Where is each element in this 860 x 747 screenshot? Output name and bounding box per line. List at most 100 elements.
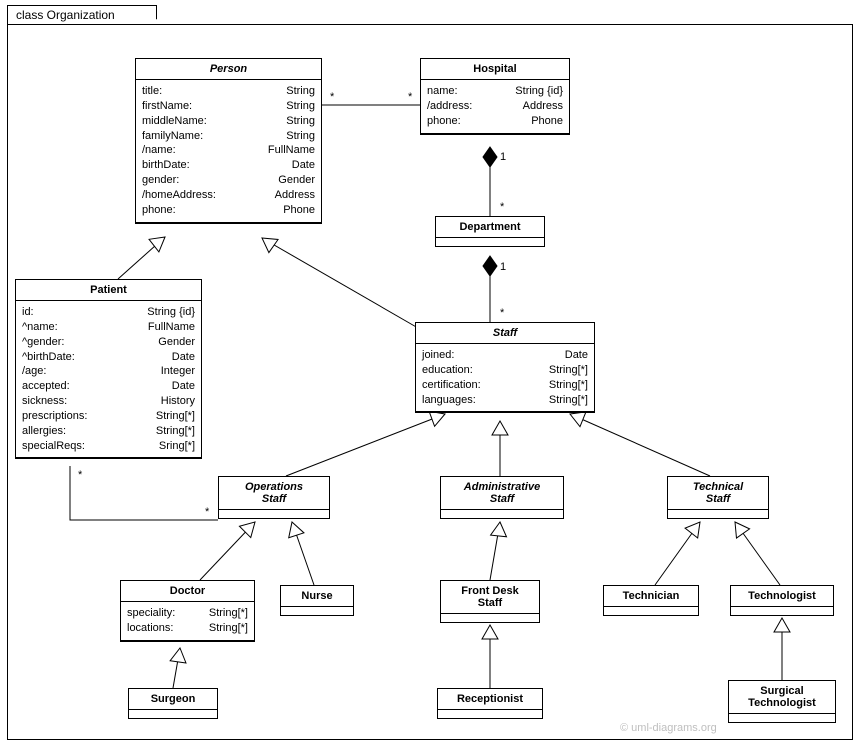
- attr-type: String {id}: [515, 84, 563, 99]
- attr-type: String[*]: [209, 606, 248, 621]
- attr-row: birthDate:Date: [142, 158, 315, 173]
- attr-name: familyName:: [142, 129, 211, 144]
- attr-type: String[*]: [549, 363, 588, 378]
- class-SurgicalTechnologist: Surgical Technologist: [728, 680, 836, 723]
- attr-name: id:: [22, 305, 42, 320]
- attr-type: String[*]: [209, 621, 248, 636]
- class-Department: Department: [435, 216, 545, 247]
- class-Technologist: Technologist: [730, 585, 834, 616]
- attr-type: String: [286, 129, 315, 144]
- class-title: Front Desk Staff: [441, 581, 539, 614]
- attr-type: Gender: [278, 173, 315, 188]
- class-OperationsStaff: Operations Staff: [218, 476, 330, 519]
- attr-name: accepted:: [22, 379, 78, 394]
- attr-row: ^birthDate: Date: [22, 350, 195, 365]
- watermark: © uml-diagrams.org: [620, 722, 717, 734]
- attr-row: ^name:FullName: [22, 320, 195, 335]
- attr-type: String: [286, 84, 315, 99]
- class-TechnicalStaff: Technical Staff: [667, 476, 769, 519]
- class-title: Administrative Staff: [441, 477, 563, 510]
- class-title: Operations Staff: [219, 477, 329, 510]
- attr-type: String[*]: [156, 409, 195, 424]
- class-title: Doctor: [121, 581, 254, 602]
- attr-name: /homeAddress:: [142, 188, 224, 203]
- attr-name: education:: [422, 363, 481, 378]
- attr-type: Address: [275, 188, 315, 203]
- attr-row: phone:Phone: [427, 114, 563, 129]
- attr-type: Phone: [531, 114, 563, 129]
- attr-type: String[*]: [156, 424, 195, 439]
- attr-name: specialReqs:: [22, 439, 93, 454]
- empty-compartment: [438, 710, 542, 718]
- attr-type: Gender: [158, 335, 195, 350]
- attr-name: firstName:: [142, 99, 200, 114]
- class-title: Technologist: [731, 586, 833, 607]
- class-Receptionist: Receptionist: [437, 688, 543, 719]
- attr-name: ^gender:: [22, 335, 72, 350]
- attr-type: FullName: [268, 143, 315, 158]
- attr-name: languages:: [422, 393, 484, 408]
- class-Technician: Technician: [603, 585, 699, 616]
- class-title: Person: [136, 59, 321, 80]
- package-tab: class Organization: [7, 5, 157, 25]
- attr-type: Sring[*]: [159, 439, 195, 454]
- empty-compartment: [729, 714, 835, 722]
- empty-compartment: [281, 607, 353, 615]
- attr-type: String[*]: [549, 393, 588, 408]
- class-title: Department: [436, 217, 544, 238]
- attr-row: speciality:String[*]: [127, 606, 248, 621]
- attr-row: /age:Integer: [22, 364, 195, 379]
- empty-compartment: [604, 607, 698, 615]
- attr-name: name:: [427, 84, 466, 99]
- class-title: Nurse: [281, 586, 353, 607]
- attr-type: History: [161, 394, 195, 409]
- attr-row: middleName:String: [142, 114, 315, 129]
- attr-row: title: String: [142, 84, 315, 99]
- attr-row: phone:Phone: [142, 203, 315, 218]
- package-name: class Organization: [16, 8, 115, 22]
- attr-name: sickness:: [22, 394, 75, 409]
- class-attrs: name: String {id}/address:Addressphone:Ph…: [421, 80, 569, 134]
- attr-name: ^birthDate:: [22, 350, 83, 365]
- attr-row: prescriptions: String[*]: [22, 409, 195, 424]
- class-title: Receptionist: [438, 689, 542, 710]
- attr-name: ^name:: [22, 320, 66, 335]
- attr-name: /age:: [22, 364, 54, 379]
- attr-name: title:: [142, 84, 170, 99]
- attr-type: String[*]: [549, 378, 588, 393]
- attr-row: languages: String[*]: [422, 393, 588, 408]
- empty-compartment: [441, 510, 563, 518]
- class-title: Staff: [416, 323, 594, 344]
- class-Hospital: Hospitalname:String {id}/address:Address…: [420, 58, 570, 135]
- attr-row: /homeAddress: Address: [142, 188, 315, 203]
- attr-row: locations: String[*]: [127, 621, 248, 636]
- attr-row: id:String {id}: [22, 305, 195, 320]
- attr-name: /name:: [142, 143, 184, 158]
- attr-type: Date: [292, 158, 315, 173]
- attr-row: gender: Gender: [142, 173, 315, 188]
- attr-name: gender:: [142, 173, 187, 188]
- empty-compartment: [219, 510, 329, 518]
- class-FrontDeskStaff: Front Desk Staff: [440, 580, 540, 623]
- attr-row: specialReqs: Sring[*]: [22, 439, 195, 454]
- attr-row: name: String {id}: [427, 84, 563, 99]
- attr-name: locations:: [127, 621, 181, 636]
- attr-type: Date: [172, 350, 195, 365]
- class-Nurse: Nurse: [280, 585, 354, 616]
- attr-row: /address:Address: [427, 99, 563, 114]
- empty-compartment: [441, 614, 539, 622]
- class-attrs: joined:Dateeducation:String[*]certificat…: [416, 344, 594, 412]
- attr-row: accepted:Date: [22, 379, 195, 394]
- class-attrs: id:String {id}^name:FullName^gender: Gend…: [16, 301, 201, 458]
- class-Surgeon: Surgeon: [128, 688, 218, 719]
- attr-row: firstName:String: [142, 99, 315, 114]
- empty-compartment: [129, 710, 217, 718]
- empty-compartment: [436, 238, 544, 246]
- attr-name: joined:: [422, 348, 462, 363]
- attr-name: allergies:: [22, 424, 74, 439]
- class-Staff: Staffjoined:Dateeducation:String[*]certi…: [415, 322, 595, 413]
- attr-type: Address: [523, 99, 563, 114]
- class-Person: Persontitle:StringfirstName:Stringmiddle…: [135, 58, 322, 224]
- attr-name: prescriptions:: [22, 409, 95, 424]
- attr-type: String: [286, 114, 315, 129]
